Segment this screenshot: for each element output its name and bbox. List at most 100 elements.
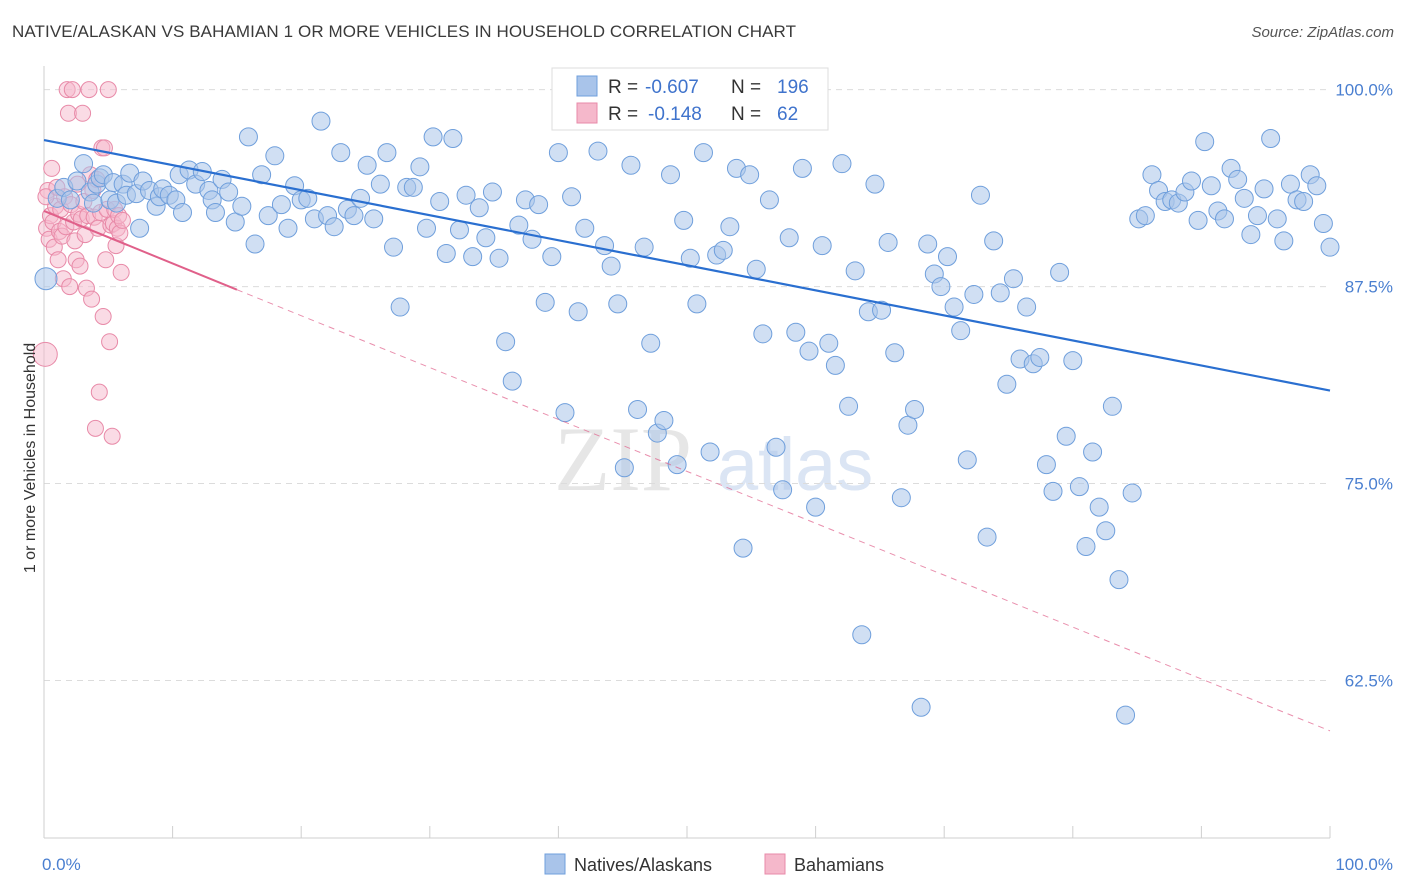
natives-point — [1043, 481, 1063, 501]
stats-n-label-1: N = — [731, 77, 761, 98]
natives-point — [891, 488, 911, 508]
natives-points — [34, 80, 1340, 725]
natives-point — [542, 247, 562, 267]
natives-point — [667, 455, 687, 475]
natives-point — [977, 527, 997, 547]
bahamians-point — [113, 211, 131, 229]
natives-point — [628, 399, 648, 419]
stats-r-label-2: R = — [608, 104, 638, 125]
natives-point — [687, 294, 707, 314]
bahamians-point — [83, 290, 101, 308]
natives-point — [324, 217, 344, 237]
y-tick-label-3: 62.5% — [1345, 671, 1393, 690]
natives-point — [1195, 132, 1215, 152]
bahamians-point — [32, 341, 58, 367]
natives-point — [370, 174, 390, 194]
bahamians-point — [63, 81, 81, 99]
natives-point — [865, 174, 885, 194]
natives-point — [1122, 483, 1142, 503]
natives-point — [482, 182, 502, 202]
stats-r-value-2: -0.148 — [648, 104, 702, 125]
natives-point — [252, 165, 272, 185]
natives-point — [83, 193, 103, 213]
natives-point — [852, 625, 872, 645]
legend-label-natives: Natives/Alaskans — [574, 855, 712, 875]
natives-point — [812, 236, 832, 256]
chart-title: NATIVE/ALASKAN VS BAHAMIAN 1 OR MORE VEH… — [12, 22, 797, 41]
natives-point — [1050, 262, 1070, 282]
natives-point — [588, 141, 608, 161]
natives-point — [1313, 214, 1333, 234]
natives-point — [621, 155, 641, 175]
legend: Natives/Alaskans Bahamians — [544, 853, 884, 875]
bahamians-point — [101, 333, 119, 351]
natives-point — [502, 371, 522, 391]
natives-point — [1056, 426, 1076, 446]
natives-point — [773, 480, 793, 500]
natives-point — [937, 247, 957, 267]
natives-point — [1116, 705, 1136, 725]
natives-point — [390, 297, 410, 317]
natives-point — [674, 210, 694, 230]
natives-point — [1247, 206, 1267, 226]
natives-point — [601, 256, 621, 276]
natives-point — [1063, 351, 1083, 371]
y-tick-label-1: 87.5% — [1345, 278, 1393, 297]
natives-point — [529, 195, 549, 215]
bahamians-point — [103, 427, 121, 445]
bahamians-point — [86, 419, 104, 437]
stats-r-value-1: -0.607 — [645, 77, 699, 98]
natives-point — [997, 374, 1017, 394]
natives-point — [713, 240, 733, 260]
y-tick-label-2: 75.0% — [1345, 475, 1393, 494]
natives-point — [595, 236, 615, 256]
natives-point — [568, 302, 588, 322]
natives-point — [1083, 442, 1103, 462]
natives-point — [740, 165, 760, 185]
y-tick-labels: 100.0% 87.5% 75.0% 62.5% — [1335, 81, 1393, 691]
natives-point — [964, 284, 984, 304]
stats-swatch-pink — [576, 102, 598, 124]
natives-point — [1228, 169, 1248, 189]
bahamians-point — [61, 278, 79, 296]
natives-point — [443, 128, 463, 148]
natives-point — [1201, 176, 1221, 196]
natives-point — [766, 437, 786, 457]
natives-point — [489, 248, 509, 268]
natives-point — [271, 195, 291, 215]
natives-point — [351, 188, 371, 208]
stats-r-label-1: R = — [608, 77, 638, 98]
natives-point — [364, 209, 384, 229]
natives-point — [1076, 537, 1096, 557]
natives-point — [799, 341, 819, 361]
natives-point — [878, 232, 898, 252]
natives-point — [535, 292, 555, 312]
natives-point — [905, 399, 925, 419]
natives-point — [641, 333, 661, 353]
natives-point — [614, 458, 634, 478]
natives-point — [423, 127, 443, 147]
y-axis-label: 1 or more Vehicles in Household — [22, 343, 39, 573]
natives-point — [265, 146, 285, 166]
natives-point — [463, 247, 483, 267]
natives-point — [1320, 237, 1340, 257]
natives-point — [331, 143, 351, 163]
bahamians-point — [71, 257, 89, 275]
natives-point — [562, 187, 582, 207]
natives-point — [608, 294, 628, 314]
natives-point — [872, 300, 892, 320]
natives-point — [885, 343, 905, 363]
natives-point — [436, 243, 456, 263]
natives-point — [1017, 297, 1037, 317]
natives-point — [548, 143, 568, 163]
bahamians-point — [112, 263, 130, 281]
natives-point — [219, 182, 239, 202]
natives-point — [60, 190, 80, 210]
natives-point — [825, 355, 845, 375]
natives-point — [819, 333, 839, 353]
bahamians-point — [97, 251, 115, 269]
natives-point — [74, 154, 94, 174]
natives-point — [1274, 231, 1294, 251]
natives-point — [931, 277, 951, 297]
